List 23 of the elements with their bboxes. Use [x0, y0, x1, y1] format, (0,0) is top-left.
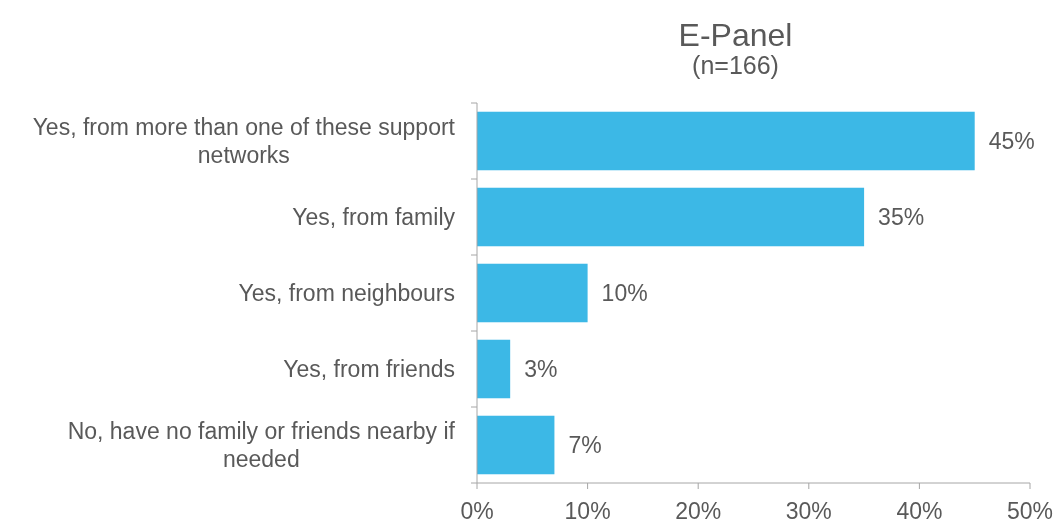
bar: [477, 187, 865, 247]
data-label: 45%: [988, 128, 1035, 154]
data-label: 7%: [568, 432, 602, 458]
data-label: 35%: [878, 204, 925, 230]
x-tick-label: 40%: [896, 498, 943, 524]
data-label: 10%: [601, 280, 648, 306]
chart-subtitle: (n=166): [692, 51, 779, 79]
bar: [477, 111, 975, 171]
x-tick-label: 30%: [785, 498, 832, 524]
y-tick-label: No, have no family or friends nearby if needed: [67, 418, 456, 472]
bar: [477, 263, 588, 323]
y-tick-label: Yes, from neighbours: [238, 280, 456, 306]
y-tick-label: Yes, from friends: [283, 356, 455, 382]
x-tick-label: 50%: [1006, 498, 1054, 524]
x-tick-label: 0%: [460, 498, 494, 524]
data-label: 3%: [524, 356, 558, 382]
chart-title: E-Panel: [678, 17, 793, 53]
y-tick-label: Yes, from family: [292, 204, 456, 230]
x-tick-label: 10%: [564, 498, 611, 524]
bar: [477, 415, 555, 475]
x-tick-label: 20%: [675, 498, 722, 524]
bar: [477, 339, 511, 399]
y-tick-label: Yes, from more than one of these support networks: [32, 114, 456, 168]
